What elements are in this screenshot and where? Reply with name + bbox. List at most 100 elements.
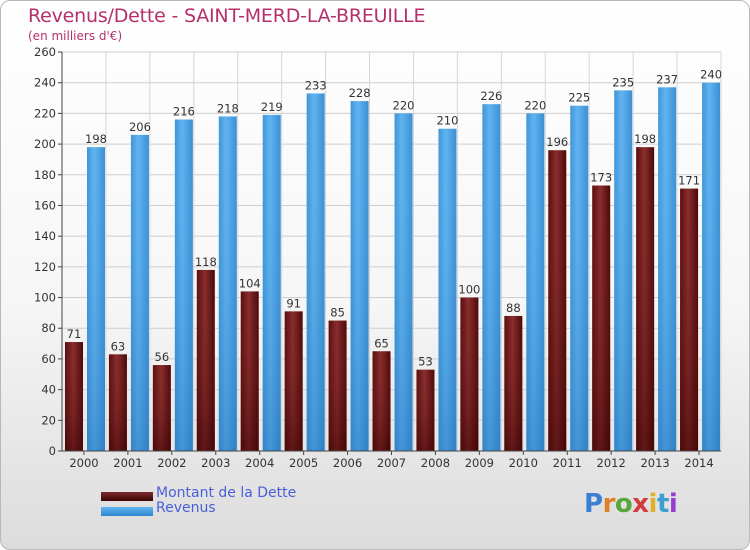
axes: 0 20 40 60 80 100 120 140 160 180 200 220 240 260 2000… bbox=[34, 45, 721, 470]
logo-letter: i bbox=[668, 489, 678, 519]
bar-shade-revenue bbox=[614, 90, 633, 451]
y-tick-label: 140 bbox=[34, 229, 56, 243]
data-label-revenue: 210 bbox=[436, 114, 458, 128]
bar-shade-revenue bbox=[570, 105, 589, 451]
bar-shade-revenue bbox=[658, 87, 677, 452]
data-label-revenue: 233 bbox=[305, 78, 327, 92]
data-label-revenue: 228 bbox=[349, 86, 371, 100]
chart-subtitle: (en milliers d'€) bbox=[28, 29, 123, 43]
logo-letter: r bbox=[602, 489, 616, 519]
bar-shade-revenue bbox=[438, 128, 457, 451]
x-tick-label: 2002 bbox=[157, 456, 186, 470]
grid bbox=[61, 51, 722, 451]
y-tick-label: 260 bbox=[34, 45, 56, 59]
bar-shade-debt bbox=[372, 351, 391, 451]
x-tick-label: 2008 bbox=[421, 456, 450, 470]
x-tick-label: 2012 bbox=[597, 456, 626, 470]
y-tick-label: 80 bbox=[41, 321, 56, 335]
bar-shade-revenue bbox=[394, 113, 413, 451]
bar-shade-debt bbox=[592, 185, 611, 451]
y-tick-label: 220 bbox=[34, 106, 56, 120]
x-tick-label: 2014 bbox=[684, 456, 713, 470]
data-label-debt: 118 bbox=[195, 255, 217, 269]
bar-shade-revenue bbox=[262, 114, 281, 452]
y-tick-label: 0 bbox=[49, 444, 56, 458]
y-tick-label: 240 bbox=[34, 76, 56, 90]
legend-label-debt: Montant de la Dette bbox=[156, 485, 297, 501]
legend-swatch-revenue bbox=[101, 507, 153, 516]
bar-shade-revenue bbox=[526, 113, 545, 451]
data-label-debt: 196 bbox=[546, 135, 568, 149]
x-tick-label: 2000 bbox=[69, 456, 98, 470]
y-tick-label: 180 bbox=[34, 168, 56, 182]
bar-shade-debt bbox=[328, 320, 347, 451]
bar-shade-debt bbox=[65, 342, 83, 451]
x-tick-label: 2009 bbox=[465, 456, 494, 470]
bar-shade-debt bbox=[460, 297, 479, 451]
y-tick-label: 20 bbox=[41, 413, 56, 427]
x-tick-label: 2010 bbox=[509, 456, 538, 470]
data-label-revenue: 206 bbox=[129, 120, 151, 134]
bar-shade-debt bbox=[636, 147, 655, 451]
bar-shade-revenue bbox=[174, 119, 193, 452]
data-label-debt: 100 bbox=[458, 283, 480, 297]
y-tick-label: 100 bbox=[34, 291, 56, 305]
data-labels: 71 198 63 206 56 216 118 218 104 219 91 233 85 228 65 2… bbox=[67, 68, 722, 369]
data-label-revenue: 237 bbox=[656, 72, 678, 86]
data-label-debt: 198 bbox=[634, 132, 656, 146]
bar-shade-debt bbox=[240, 291, 259, 451]
data-label-debt: 56 bbox=[155, 350, 170, 364]
data-label-debt: 53 bbox=[418, 355, 433, 369]
data-label-debt: 104 bbox=[239, 276, 261, 290]
bar-shade-revenue bbox=[482, 104, 501, 451]
data-label-debt: 63 bbox=[111, 339, 126, 353]
y-tick-label: 120 bbox=[34, 260, 56, 274]
data-label-revenue: 226 bbox=[480, 89, 502, 103]
legend-label-revenue: Revenus bbox=[156, 500, 216, 516]
data-label-revenue: 218 bbox=[217, 101, 239, 115]
chart-title: Revenus/Dette - SAINT-MERD-LA-BREUILLE bbox=[28, 5, 426, 27]
logo-letter: o bbox=[614, 489, 633, 519]
bar-shade-debt bbox=[152, 365, 171, 451]
logo-letter: P bbox=[584, 489, 603, 519]
y-tick-label: 60 bbox=[41, 352, 56, 366]
legend-swatch-debt bbox=[101, 492, 153, 501]
bar-shade-debt bbox=[108, 354, 127, 451]
bar-shade-revenue bbox=[130, 134, 149, 451]
bar-shade-debt bbox=[504, 315, 523, 451]
bar-shade-revenue bbox=[702, 82, 721, 451]
x-tick-label: 2004 bbox=[245, 456, 274, 470]
bars bbox=[65, 82, 721, 452]
bar-shade-debt bbox=[548, 150, 567, 451]
data-label-debt: 65 bbox=[374, 336, 389, 350]
bar-shade-debt bbox=[416, 369, 435, 451]
data-label-debt: 85 bbox=[330, 306, 345, 320]
data-label-revenue: 220 bbox=[524, 98, 546, 112]
x-tick-label: 2006 bbox=[333, 456, 362, 470]
x-tick-label: 2013 bbox=[640, 456, 669, 470]
data-label-revenue: 219 bbox=[261, 100, 283, 114]
bar-shade-debt bbox=[196, 269, 215, 451]
data-label-debt: 171 bbox=[678, 174, 700, 188]
y-tick-label: 40 bbox=[41, 383, 56, 397]
data-label-revenue: 240 bbox=[700, 68, 722, 82]
logo-letter: t bbox=[656, 489, 669, 519]
data-label-debt: 71 bbox=[67, 327, 82, 341]
bar-shade-debt bbox=[680, 188, 699, 452]
y-tick-label: 200 bbox=[34, 137, 56, 151]
y-tick-label: 160 bbox=[34, 198, 56, 212]
data-label-revenue: 216 bbox=[173, 105, 195, 119]
proxiti-logo: Proxiti bbox=[584, 489, 678, 519]
data-label-debt: 91 bbox=[286, 296, 301, 310]
bar-shade-debt bbox=[284, 311, 303, 451]
logo-letter: i bbox=[648, 489, 658, 519]
data-label-debt: 88 bbox=[506, 301, 521, 315]
x-tick-label: 2005 bbox=[289, 456, 318, 470]
logo-letter: x bbox=[632, 489, 649, 519]
x-tick-label: 2001 bbox=[113, 456, 142, 470]
bar-shade-revenue bbox=[87, 147, 105, 451]
data-label-revenue: 235 bbox=[612, 75, 634, 89]
data-label-revenue: 220 bbox=[393, 98, 415, 112]
